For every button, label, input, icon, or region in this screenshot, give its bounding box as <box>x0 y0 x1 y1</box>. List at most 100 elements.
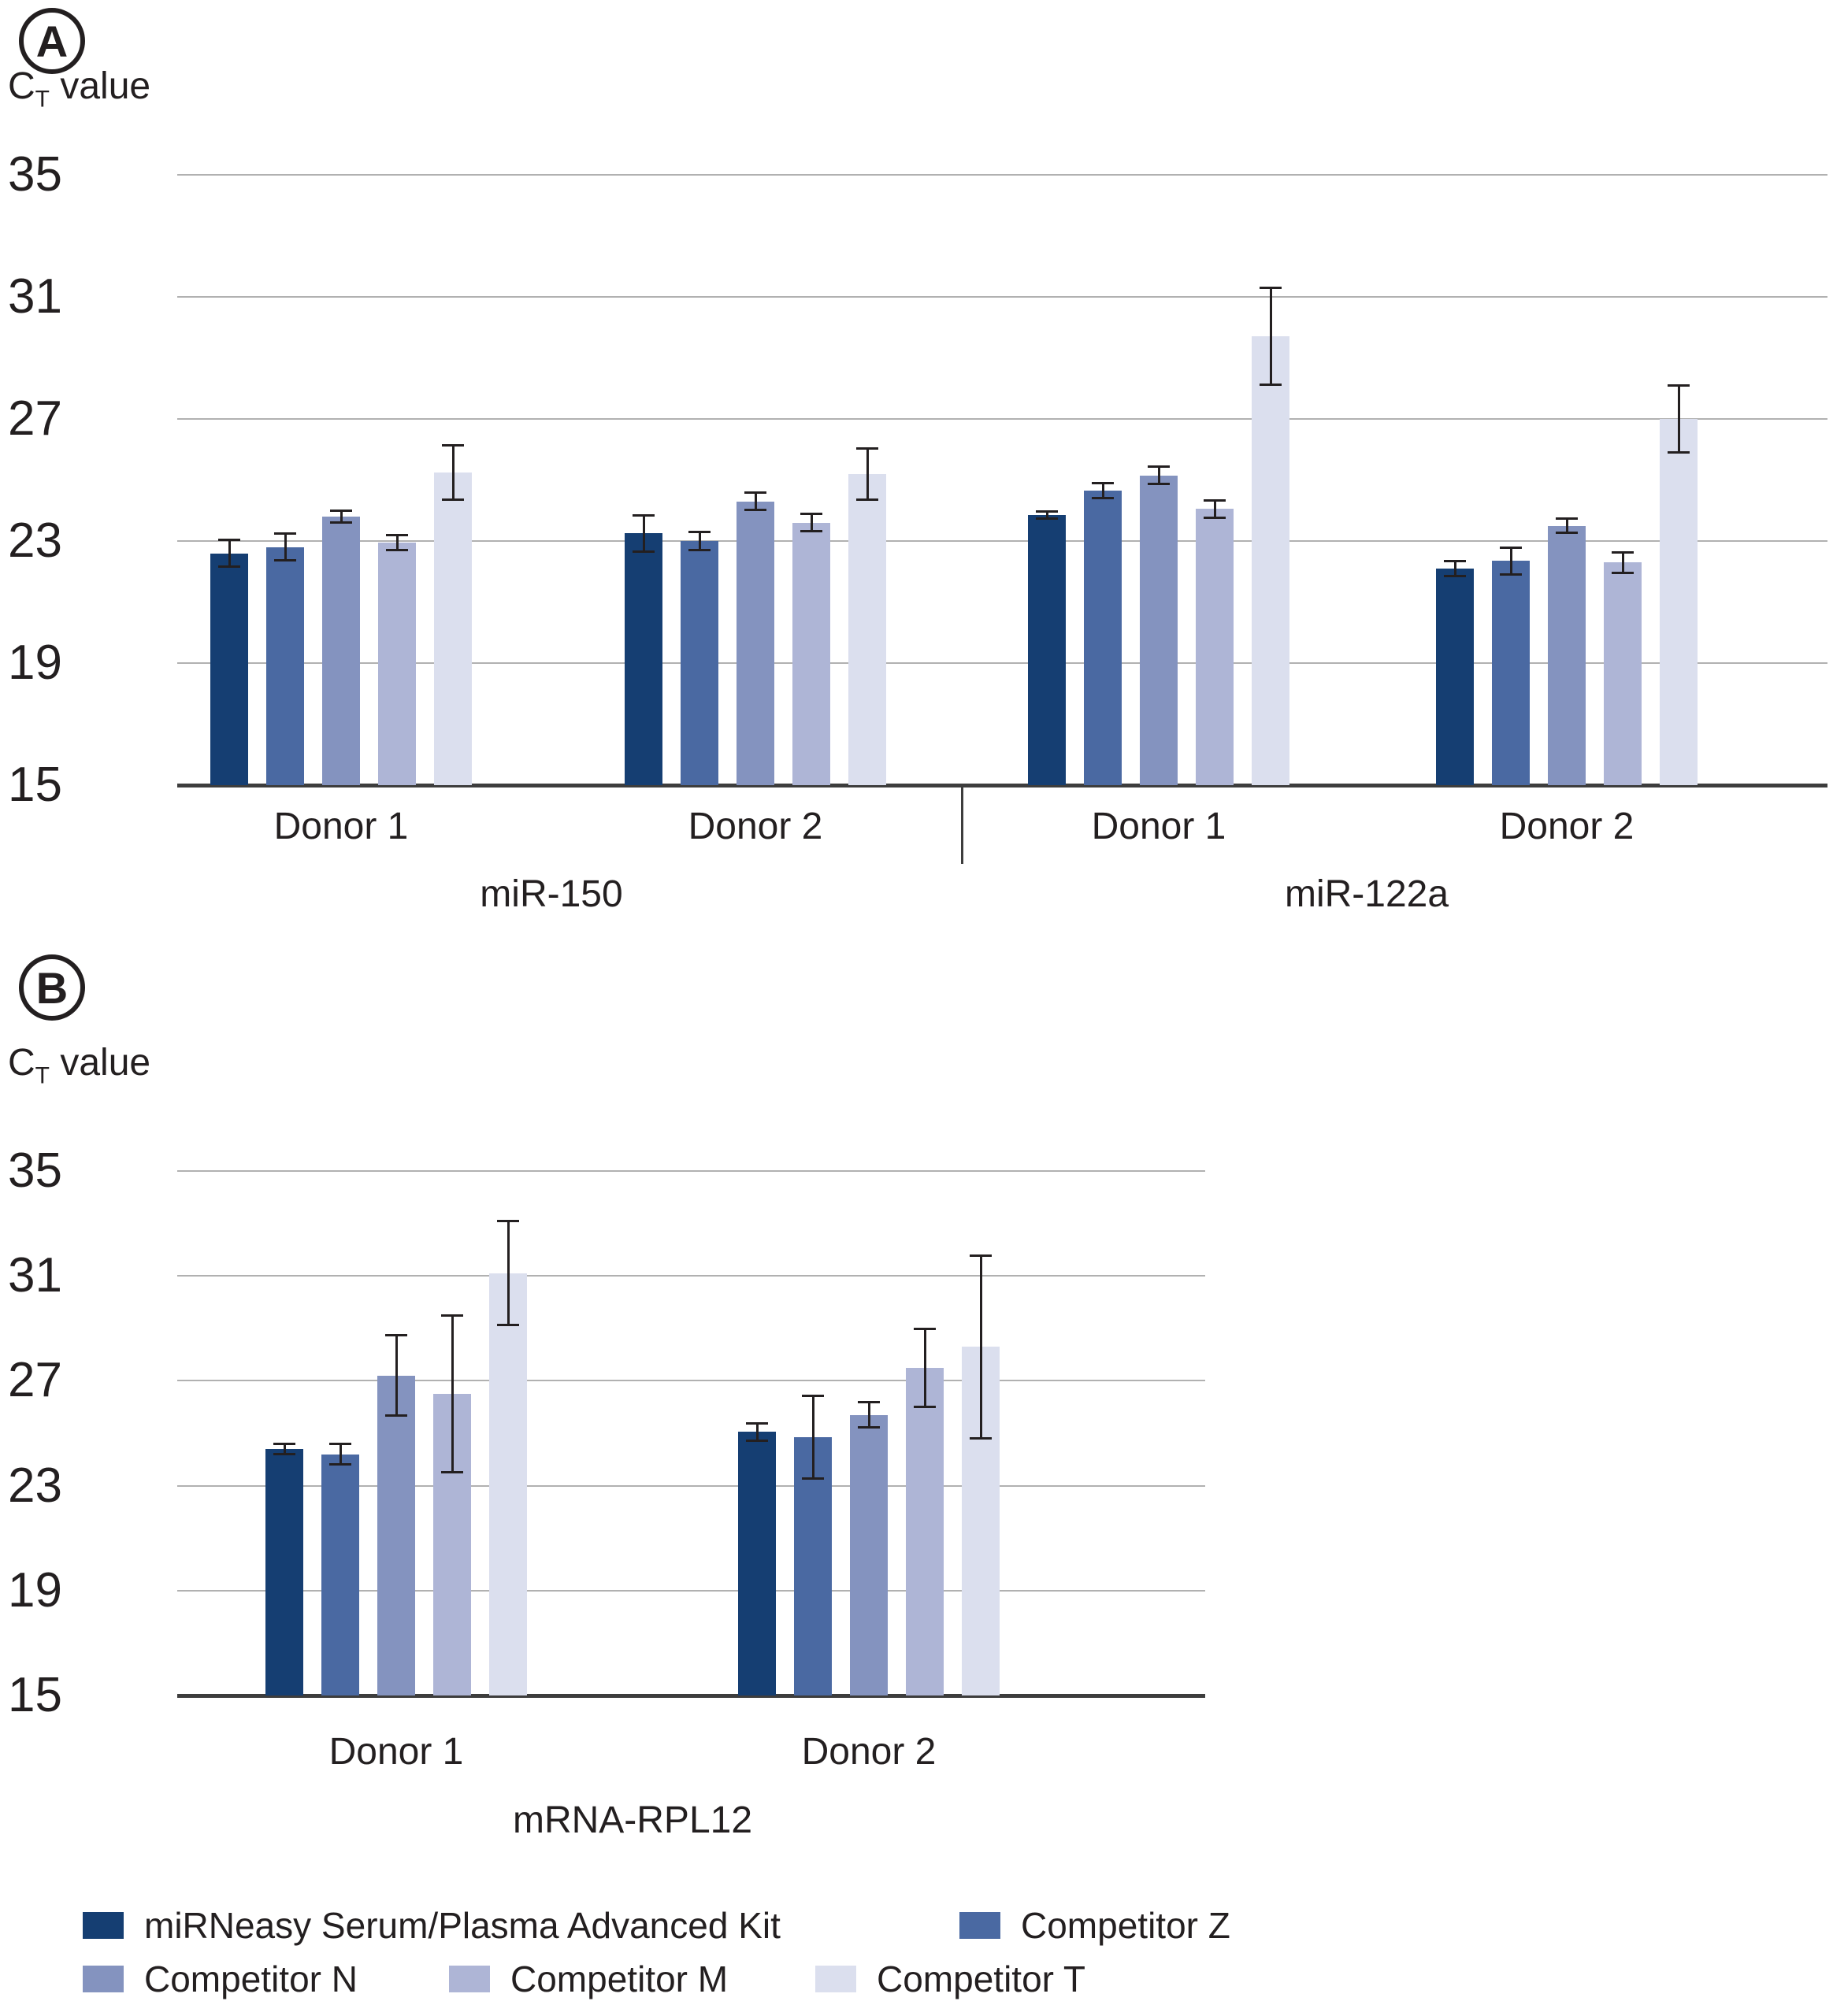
legend-label-competitor-n: Competitor N <box>144 1959 358 1999</box>
gridline-31 <box>177 1275 1205 1277</box>
bar-series-4 <box>1252 336 1289 785</box>
y-tick-label-19: 19 <box>8 1562 62 1618</box>
error-bar-cap-top <box>858 1401 880 1404</box>
legend-item-competitor-m: Competitor M <box>449 1958 728 2000</box>
y-tick-label-31: 31 <box>8 269 62 324</box>
y-tick-label-15: 15 <box>8 758 62 812</box>
error-bar-line <box>1509 547 1512 575</box>
y-tick-label-15: 15 <box>8 1668 62 1722</box>
bar-series-3 <box>906 1367 944 1695</box>
legend-label-competitor-m: Competitor M <box>510 1959 729 1999</box>
legend-swatch-competitor-t <box>815 1966 856 1992</box>
y-tick-label-35: 35 <box>8 1143 62 1198</box>
error-bar-cap-top <box>633 514 655 517</box>
assay-label-mir-150: miR-150 <box>480 873 623 915</box>
bar-series-1 <box>321 1454 359 1695</box>
legend-swatch-competitor-n <box>83 1966 124 1992</box>
error-bar-line <box>923 1328 926 1407</box>
error-bar-line <box>811 1395 814 1480</box>
y-axis-title-a: CT value <box>8 65 150 113</box>
bar-series-0 <box>210 553 248 785</box>
error-bar-cap-bottom <box>802 1477 824 1480</box>
error-bar-cap-bottom <box>442 498 464 501</box>
gridline-23 <box>177 1484 1205 1487</box>
error-bar-cap-bottom <box>273 1452 295 1455</box>
gridline-31 <box>177 296 1827 298</box>
y-axis-title-a-rest: value <box>50 65 151 107</box>
x-axis-line-B <box>177 1694 1205 1698</box>
error-bar-cap-top <box>1148 465 1170 469</box>
y-axis-title-b-c: C <box>8 1042 35 1084</box>
gridline-35 <box>177 174 1827 176</box>
legend-item-mirneasy-kit: miRNeasy Serum/Plasma Advanced Kit <box>83 1904 781 1947</box>
error-bar-cap-top <box>1260 287 1282 290</box>
bar-series-0 <box>1436 568 1474 785</box>
error-bar-line <box>754 492 757 511</box>
error-bar-line <box>1045 511 1048 519</box>
error-bar-cap-top <box>274 532 296 536</box>
bar-series-1 <box>266 547 304 785</box>
bar-series-0 <box>265 1448 303 1695</box>
error-bar-cap-top <box>441 1314 463 1317</box>
bar-series-2 <box>377 1375 415 1695</box>
gridline-27 <box>177 418 1827 420</box>
error-bar-line <box>1453 561 1456 576</box>
legend-item-competitor-t: Competitor T <box>815 1958 1085 2000</box>
error-bar-cap-bottom <box>1556 532 1578 535</box>
bar-series-0 <box>625 533 662 785</box>
error-bar-cap-top <box>688 531 711 534</box>
bar-series-2 <box>737 501 774 785</box>
error-bar-cap-top <box>1204 498 1226 502</box>
y-tick-label-31: 31 <box>8 1248 62 1303</box>
error-bar-line <box>1565 517 1568 534</box>
error-bar-cap-top <box>970 1254 992 1257</box>
legend-label-mirneasy-kit: miRNeasy Serum/Plasma Advanced Kit <box>144 1905 781 1946</box>
bar-series-0 <box>738 1432 776 1695</box>
error-bar-cap-top <box>802 1394 824 1397</box>
error-bar-line <box>1621 551 1624 573</box>
bar-series-1 <box>681 541 718 785</box>
error-bar-cap-top <box>1556 517 1578 520</box>
assay-label-mir-122a: miR-122a <box>1284 873 1449 915</box>
error-bar-cap-bottom <box>858 1426 880 1429</box>
bar-series-3 <box>792 522 830 785</box>
bar-series-2 <box>1548 525 1586 785</box>
x-group-label-donor-2: Donor 2 <box>801 1731 937 1773</box>
bar-series-1 <box>1084 491 1122 785</box>
error-bar-line <box>228 539 231 567</box>
error-bar-cap-top <box>1036 510 1058 513</box>
error-bar-line <box>395 535 399 550</box>
error-bar-line <box>340 510 343 523</box>
error-bar-cap-bottom <box>746 1439 768 1442</box>
error-bar-line <box>1677 385 1680 453</box>
error-bar-cap-bottom <box>800 530 822 533</box>
x-group-label-donor-1: Donor 1 <box>328 1731 464 1773</box>
error-bar-cap-top <box>1668 384 1690 387</box>
error-bar-line <box>451 1315 454 1473</box>
bar-series-0 <box>1028 515 1066 785</box>
bar-series-2 <box>322 517 360 785</box>
legend-swatch-competitor-z <box>959 1912 1000 1939</box>
gridline-27 <box>177 1380 1205 1382</box>
y-axis-title-a-sub: T <box>35 86 50 113</box>
error-bar-cap-top <box>1500 546 1522 549</box>
error-bar-cap-top <box>1092 482 1114 485</box>
error-bar-cap-bottom <box>497 1324 519 1327</box>
gridline-19 <box>177 662 1827 664</box>
error-bar-cap-top <box>746 1421 768 1425</box>
error-bar-cap-bottom <box>744 509 766 512</box>
error-bar-line <box>698 532 701 550</box>
legend-label-competitor-t: Competitor T <box>877 1959 1086 1999</box>
panel-b-badge: B <box>19 954 85 1021</box>
legend-swatch-mirneasy-kit <box>83 1912 124 1939</box>
error-bar-cap-top <box>744 491 766 494</box>
error-bar-cap-bottom <box>385 1414 407 1418</box>
error-bar-cap-bottom <box>856 498 878 501</box>
legend-label-competitor-z: Competitor Z <box>1021 1905 1230 1946</box>
error-bar-line <box>283 1443 286 1455</box>
y-tick-label-35: 35 <box>8 147 62 202</box>
gridline-35 <box>177 1170 1205 1172</box>
error-bar-line <box>810 513 813 532</box>
error-bar-line <box>755 1422 759 1441</box>
bar-series-3 <box>378 542 416 785</box>
